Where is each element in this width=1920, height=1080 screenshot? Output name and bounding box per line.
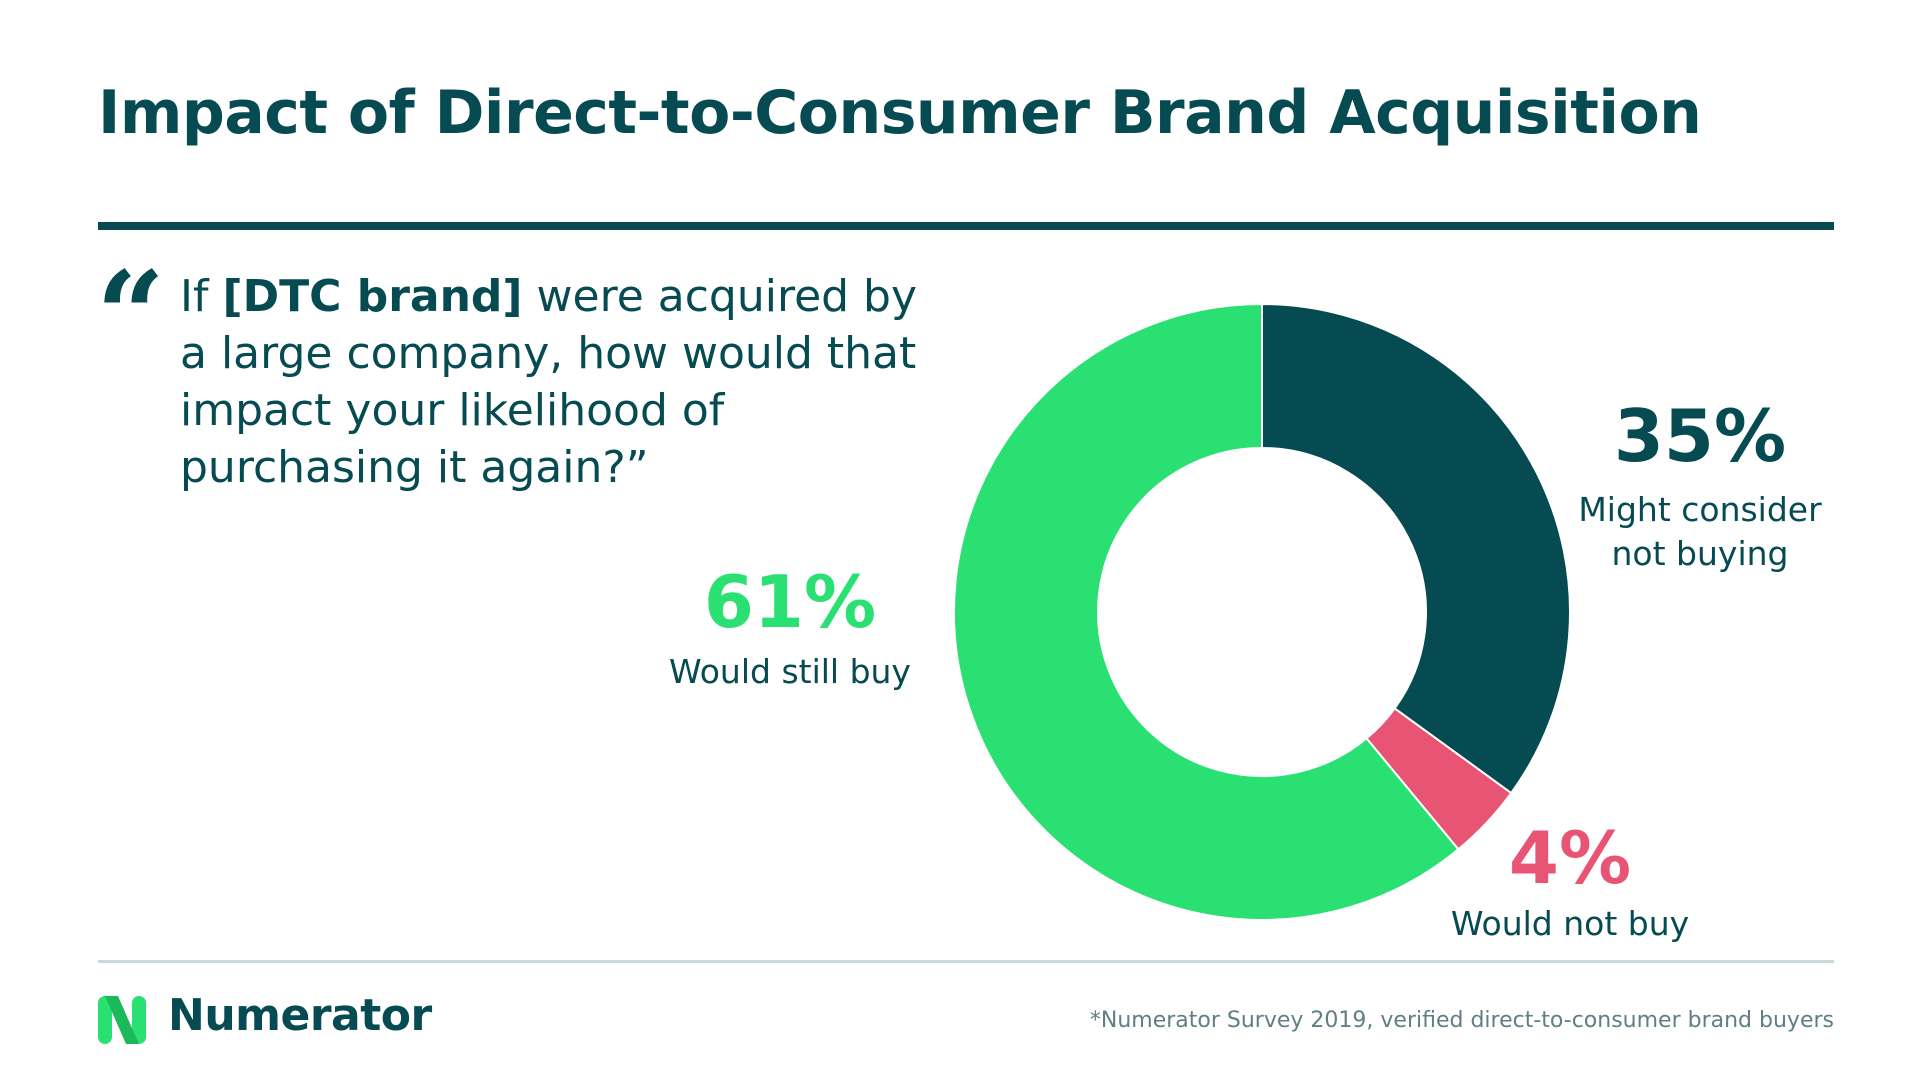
slice-would-still-buy <box>953 302 1460 921</box>
category-label-might-line2: not buying <box>1611 534 1789 573</box>
logo-diagonal <box>105 996 139 1044</box>
logo-bar-right <box>132 996 146 1044</box>
numerator-logo-icon <box>98 996 146 1044</box>
slice-might-consider <box>1261 302 1571 795</box>
question-bold: [DTC brand] <box>222 271 523 322</box>
value-label-would-not-buy: 4% <box>1508 816 1632 900</box>
brand-name: Numerator <box>168 990 432 1041</box>
category-label-might-consider: Might consider not buying <box>1540 488 1860 576</box>
logo-bar-left <box>98 996 112 1044</box>
footer-divider <box>98 960 1834 963</box>
title-divider <box>98 222 1834 230</box>
question-pre: If <box>180 271 223 322</box>
category-label-might-line1: Might consider <box>1578 490 1822 529</box>
survey-question: If [DTC brand] were acquired by a large … <box>180 268 940 496</box>
value-label-might-consider: 35% <box>1613 394 1787 478</box>
question-post: were acquired by a large company, how wo… <box>180 271 918 493</box>
category-label-would-still-buy: Would still buy <box>669 652 911 691</box>
source-note: *Numerator Survey 2019, verified direct-… <box>1089 1008 1834 1033</box>
value-label-would-still-buy: 61% <box>703 560 877 644</box>
quote-icon: “ <box>96 245 166 386</box>
category-label-would-not-buy: Would not buy <box>1450 904 1690 943</box>
chart-title: Impact of Direct-to-Consumer Brand Acqui… <box>98 78 1702 148</box>
